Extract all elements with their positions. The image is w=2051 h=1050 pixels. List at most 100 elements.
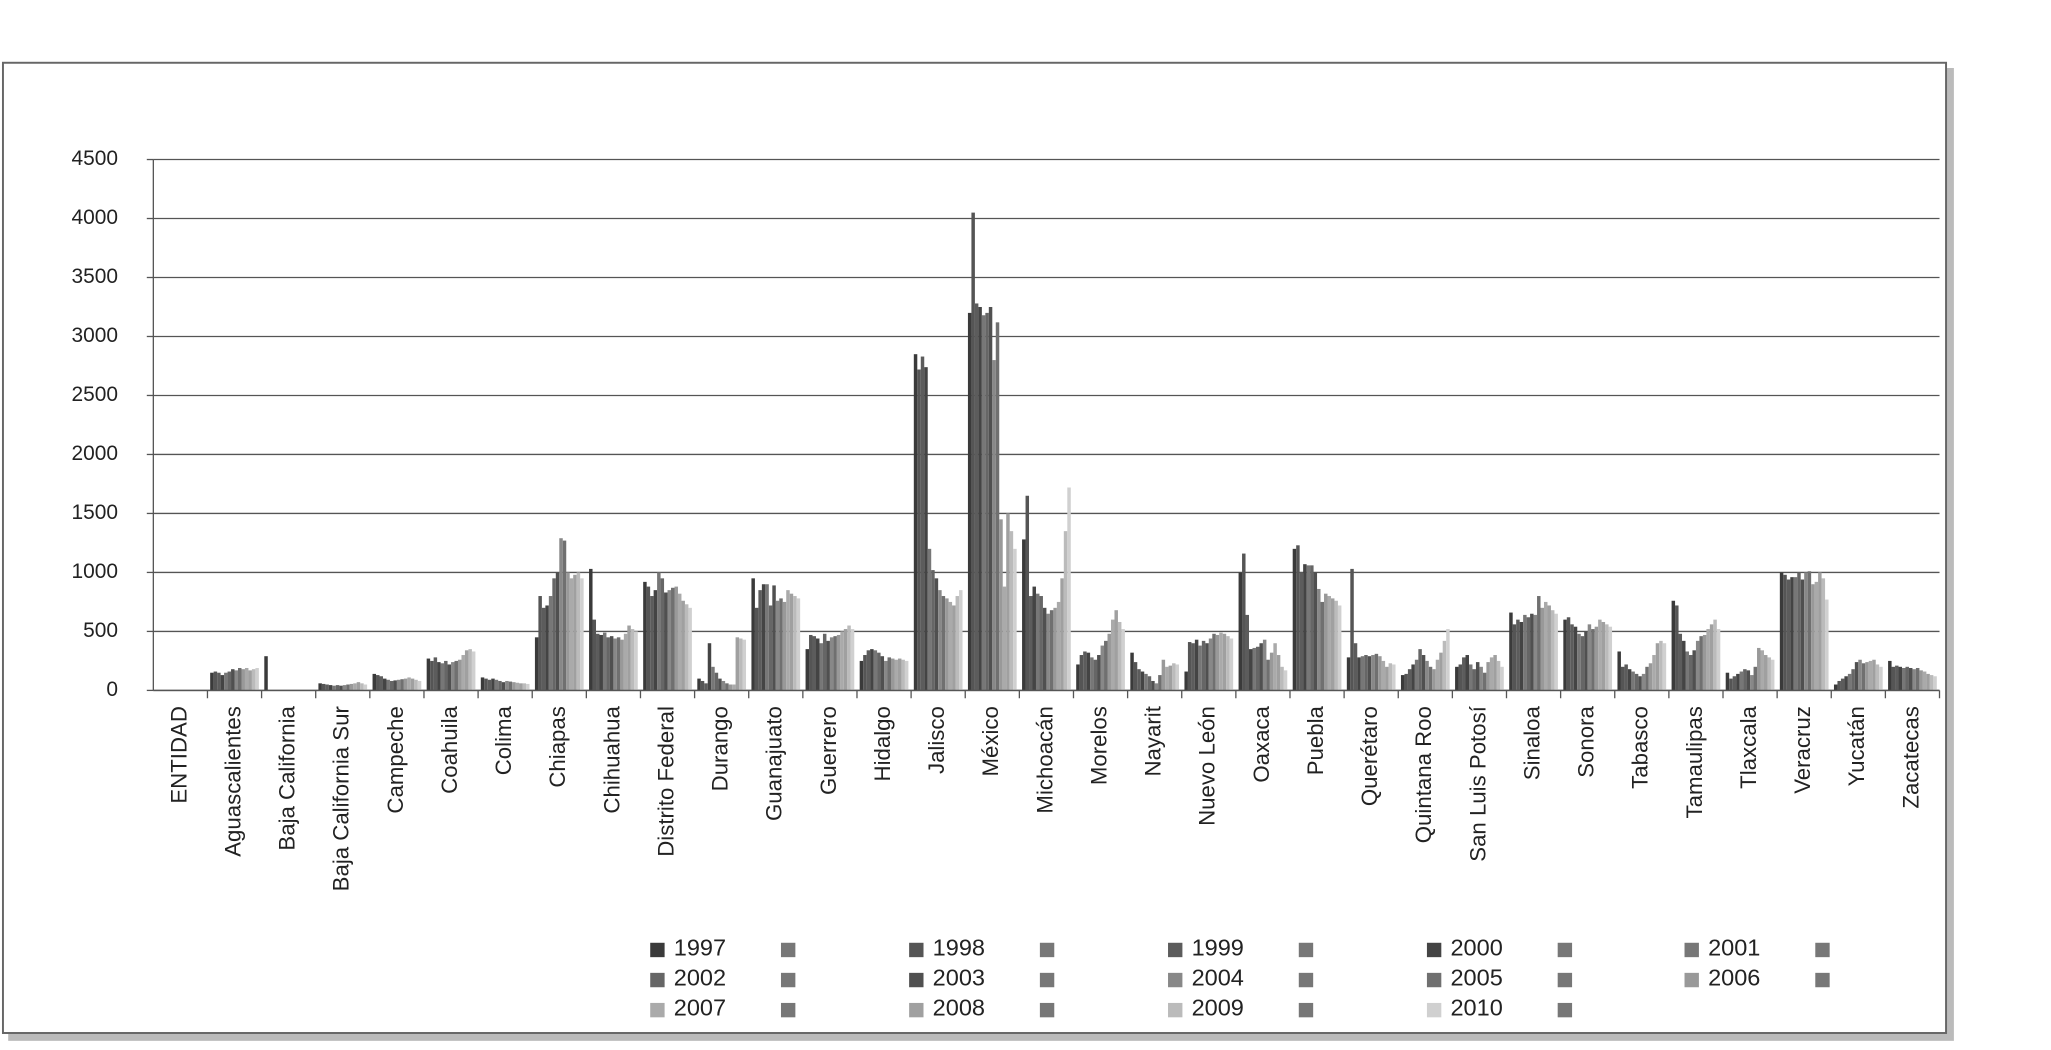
bar (1879, 666, 1883, 691)
bar (231, 669, 235, 691)
legend-label: 2002 (674, 965, 726, 991)
bar (1767, 657, 1771, 691)
bar (1706, 629, 1710, 691)
bar (1238, 572, 1243, 691)
legend-extra-swatch (1039, 972, 1055, 988)
bar (1151, 680, 1155, 691)
x-tick-label: Campeche (383, 706, 408, 813)
bar (548, 596, 553, 691)
bar (700, 680, 705, 691)
bar (1212, 633, 1216, 691)
bar (735, 637, 740, 691)
legend-swatch (1684, 972, 1699, 988)
bar (1814, 581, 1819, 691)
bar (822, 633, 827, 691)
bar (389, 680, 394, 691)
bar (609, 636, 614, 691)
bar (505, 680, 509, 691)
bar (1804, 572, 1808, 691)
bar (1872, 659, 1876, 691)
bar (1648, 663, 1653, 691)
bar (992, 360, 996, 691)
y-tick-label: 3500 (72, 265, 119, 288)
bar (1229, 638, 1234, 691)
bar (217, 672, 221, 691)
bar (430, 660, 434, 691)
bar (444, 660, 448, 691)
bar (870, 649, 874, 691)
legend-extra-swatch (1815, 972, 1830, 988)
bar (566, 572, 570, 691)
bar (1770, 659, 1775, 691)
bar (711, 666, 715, 691)
bar (660, 578, 665, 691)
bar (1161, 659, 1166, 691)
legend-swatch (1684, 942, 1699, 958)
bar (403, 678, 408, 691)
bar (1858, 659, 1862, 691)
bar (772, 585, 776, 691)
bar (938, 590, 942, 691)
bar (866, 650, 871, 691)
legend-extra-swatch (1557, 1002, 1573, 1018)
bar (1222, 633, 1227, 691)
bar (447, 664, 452, 691)
bar (934, 578, 939, 691)
bar (1736, 673, 1740, 691)
x-tick-label: Michoacán (1032, 706, 1057, 813)
bar (1840, 678, 1845, 691)
bar (859, 660, 864, 691)
bar (880, 656, 885, 691)
bar (782, 601, 787, 691)
y-tick-label: 2500 (72, 383, 119, 406)
y-tick-label: 0 (106, 678, 118, 701)
legend-label: 2001 (1708, 935, 1760, 961)
bar (1496, 660, 1501, 691)
bar (1165, 666, 1169, 691)
legend-extra-swatch (1557, 942, 1573, 958)
bar (1486, 662, 1490, 691)
x-tick-label: Guanajuato (762, 706, 787, 821)
bar (1029, 596, 1033, 691)
legend-extra-swatch (1815, 942, 1830, 958)
y-tick-label: 1000 (72, 560, 119, 583)
x-tick-label: San Luis Potosí (1465, 705, 1490, 861)
bar (325, 684, 329, 691)
bar (1418, 649, 1422, 691)
bar (1273, 643, 1277, 691)
bar (1550, 610, 1555, 691)
bar (917, 369, 921, 691)
legend-label: 2007 (674, 995, 726, 1021)
bar (1299, 572, 1304, 691)
bar (519, 683, 523, 691)
bar (843, 629, 848, 691)
bar (410, 678, 415, 691)
bar (1725, 672, 1730, 691)
bar (1926, 673, 1930, 691)
bar (1245, 614, 1250, 691)
bar (978, 306, 982, 691)
bar (396, 679, 401, 691)
bar (728, 684, 733, 691)
bar (1598, 619, 1602, 691)
bar (920, 356, 925, 691)
bar (1760, 650, 1764, 691)
bar (1035, 593, 1040, 691)
bar (1205, 643, 1209, 691)
bar (1060, 578, 1064, 691)
bar (891, 658, 895, 691)
bar (1695, 640, 1700, 691)
y-tick-label: 500 (83, 619, 118, 642)
bar (454, 660, 458, 691)
bar (1439, 652, 1443, 691)
bar (1100, 645, 1105, 691)
bar (913, 354, 918, 691)
bar (959, 590, 963, 691)
bar (433, 657, 438, 691)
bar (1709, 624, 1714, 691)
x-tick-label: Morelos (1086, 706, 1111, 785)
bar (573, 574, 577, 691)
bar (674, 586, 678, 691)
legend-extra-swatch (1039, 1002, 1055, 1018)
bar (414, 679, 418, 691)
